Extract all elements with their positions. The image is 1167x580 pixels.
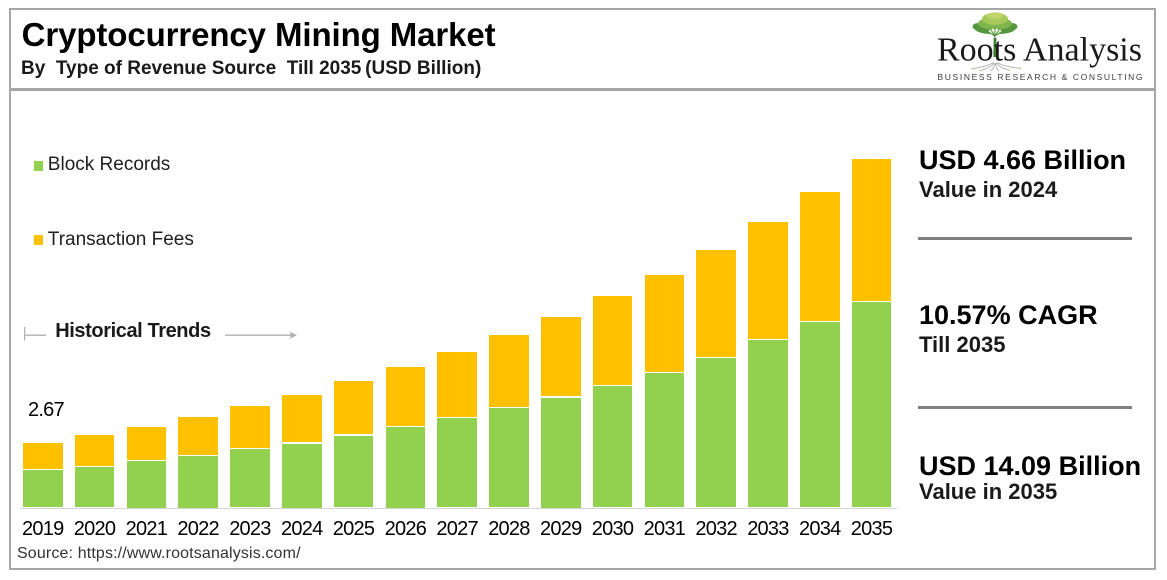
svg-text:Roots Analysis: Roots Analysis (937, 32, 1142, 69)
svg-text:BUSINESS RESEARCH & CONSULTING: BUSINESS RESEARCH & CONSULTING (938, 72, 1145, 82)
